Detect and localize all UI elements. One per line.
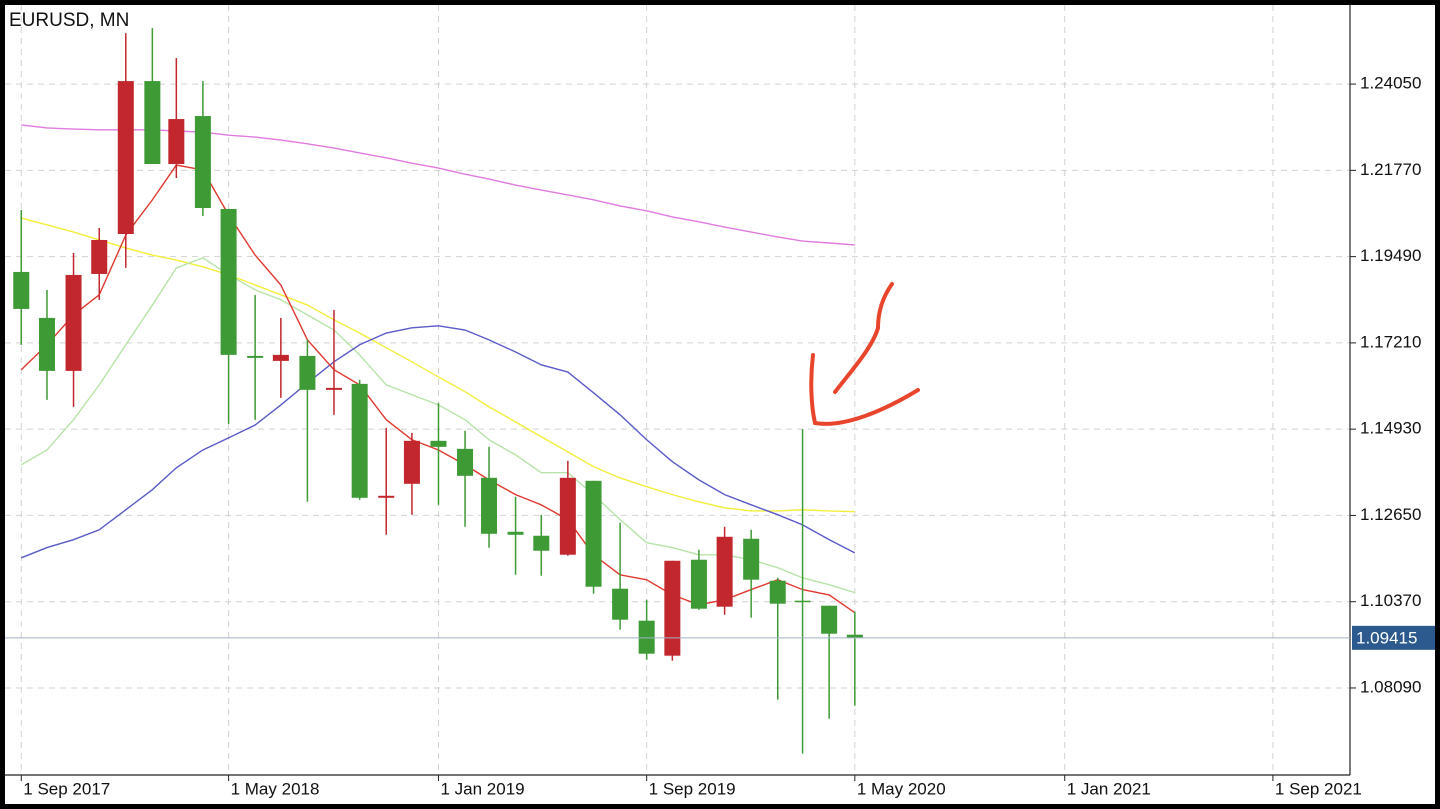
candle-body: [38, 317, 55, 371]
x-tick-label: 1 Sep 2019: [649, 779, 736, 798]
x-tick-label: 1 Jan 2019: [440, 779, 524, 798]
candle-body: [457, 448, 474, 476]
candle-body: [325, 387, 342, 390]
candle-body: [690, 559, 707, 609]
candle-body: [846, 634, 863, 638]
candle-body: [638, 620, 655, 654]
candle-body: [65, 274, 82, 371]
candle-body: [91, 239, 108, 274]
candle-body: [117, 81, 134, 234]
candle-body: [612, 588, 629, 620]
candle-body: [378, 495, 395, 498]
x-tick-label: 1 Sep 2021: [1275, 779, 1362, 798]
candle-body: [533, 535, 550, 551]
y-tick-label: 1.08090: [1360, 677, 1421, 696]
candles: [13, 28, 863, 754]
y-tick-label: 1.12650: [1360, 505, 1421, 524]
annotation-arrow: [809, 282, 920, 426]
last-price-label: 1.09415: [1356, 628, 1417, 647]
candle-body: [559, 477, 576, 555]
y-tick-label: 1.19490: [1360, 246, 1421, 265]
candle-body: [716, 536, 733, 607]
arrow-shaft: [833, 282, 894, 394]
chart-background: [5, 5, 1435, 804]
candle-body: [299, 355, 316, 390]
moving-average-line: [21, 325, 856, 559]
y-tick-label: 1.10370: [1360, 591, 1421, 610]
last-price-box: [1352, 625, 1435, 650]
axes: 1.24050 1.21770 1.19490 1.17210 1.14930 1.126…: [5, 74, 1435, 798]
candle-body: [664, 560, 681, 656]
candle-body: [430, 440, 447, 447]
candle-body: [144, 81, 161, 165]
y-tick-label: 1.17210: [1360, 332, 1421, 351]
x-tick-label: 1 Jan 2021: [1067, 779, 1151, 798]
candle-body: [585, 480, 602, 587]
candle-body: [507, 531, 524, 535]
candle-body: [821, 605, 838, 634]
candle-body: [403, 440, 420, 484]
x-tick-label: 1 May 2018: [231, 779, 320, 798]
moving-average-line: [21, 217, 855, 513]
y-tick-label: 1.21770: [1360, 160, 1421, 179]
x-tick-label: 1 Sep 2017: [23, 779, 110, 798]
y-tick-label: 1.14930: [1360, 419, 1421, 438]
chart-title: EURUSD, MN: [9, 10, 129, 31]
x-tick-label: 1 May 2020: [857, 779, 946, 798]
candle-body: [168, 119, 185, 165]
candle-body: [13, 271, 30, 309]
candle-body: [272, 354, 289, 361]
candle-body: [220, 208, 237, 355]
candle-body: [794, 600, 811, 603]
arrow-head: [809, 353, 920, 426]
candle-body: [247, 355, 264, 358]
y-tick-label: 1.24050: [1360, 74, 1421, 93]
candle-body: [194, 116, 211, 208]
candle-body: [769, 580, 786, 604]
candle-body: [351, 383, 368, 498]
candle-body: [481, 477, 498, 534]
candle-body: [743, 538, 760, 580]
